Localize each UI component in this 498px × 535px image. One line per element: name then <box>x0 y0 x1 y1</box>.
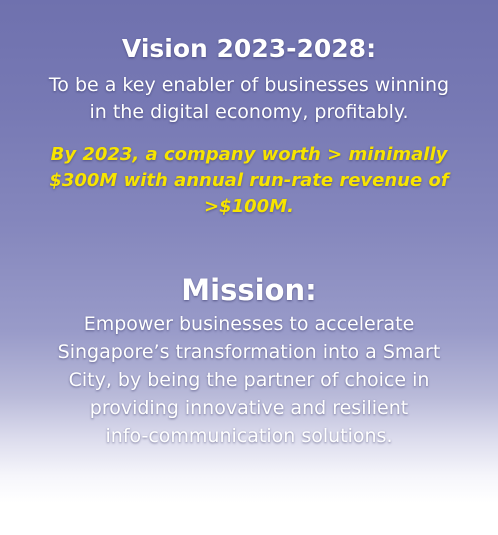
mission-title: Mission: <box>181 273 317 307</box>
vision-statement-line: To be a key enabler of businesses winnin… <box>48 74 450 96</box>
vision-target-line: By 2023, a company worth > minimally <box>50 144 448 165</box>
mission-statement: Empower businesses to accelerate Singapo… <box>0 310 498 450</box>
mission-statement-line: Singapore’s transformation into a Smart <box>57 341 441 363</box>
mission-statement-line: Empower businesses to accelerate <box>83 313 415 335</box>
vision-target-line: $300M with annual run-rate revenue of <box>49 170 449 191</box>
mission-statement-line: City, by being the partner of choice in <box>68 369 430 391</box>
mission-statement-line: providing innovative and resilient <box>89 397 409 419</box>
vision-statement: To be a key enabler of businesses winnin… <box>0 72 498 126</box>
mission-statement-line: info-communication solutions. <box>105 425 393 447</box>
vision-statement-line: in the digital economy, profitably. <box>89 101 409 123</box>
vision-target-statement: By 2023, a company worth > minimally $30… <box>0 142 498 220</box>
vision-title: Vision 2023-2028: <box>121 34 377 63</box>
vision-target-line: >$100M. <box>204 196 294 217</box>
